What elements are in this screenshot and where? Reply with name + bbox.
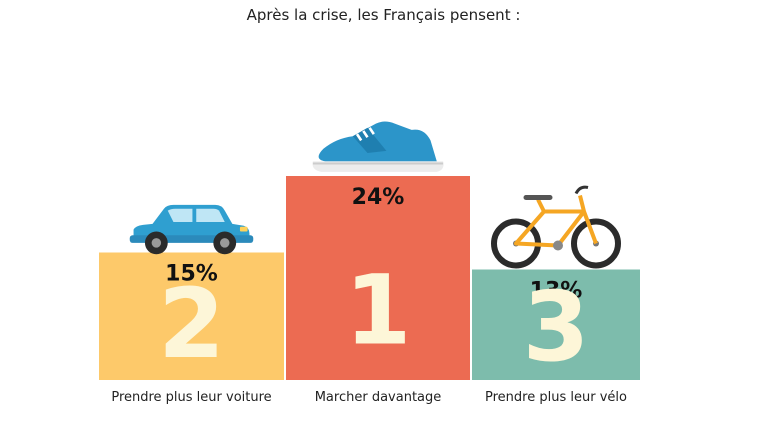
- bicycle-icon: [494, 187, 618, 265]
- rank-number: 3: [523, 271, 590, 383]
- podium-bar-1: [99, 252, 284, 380]
- sneaker-icon: [311, 120, 445, 174]
- value-label: 15%: [165, 262, 218, 287]
- podium-bar-3: [472, 269, 640, 380]
- car-icon: [129, 204, 254, 255]
- chart-title: Après la crise, les Français pensent :: [246, 6, 521, 24]
- rank-number: 1: [345, 254, 412, 366]
- rank-number: 2: [158, 268, 225, 380]
- value-label: 24%: [352, 185, 405, 210]
- category-label: Prendre plus leur vélo: [485, 390, 627, 405]
- category-label: Marcher davantage: [315, 390, 442, 405]
- value-label: 13%: [530, 279, 583, 304]
- category-label: Prendre plus leur voiture: [111, 390, 271, 405]
- podium-bar-2: [286, 176, 470, 380]
